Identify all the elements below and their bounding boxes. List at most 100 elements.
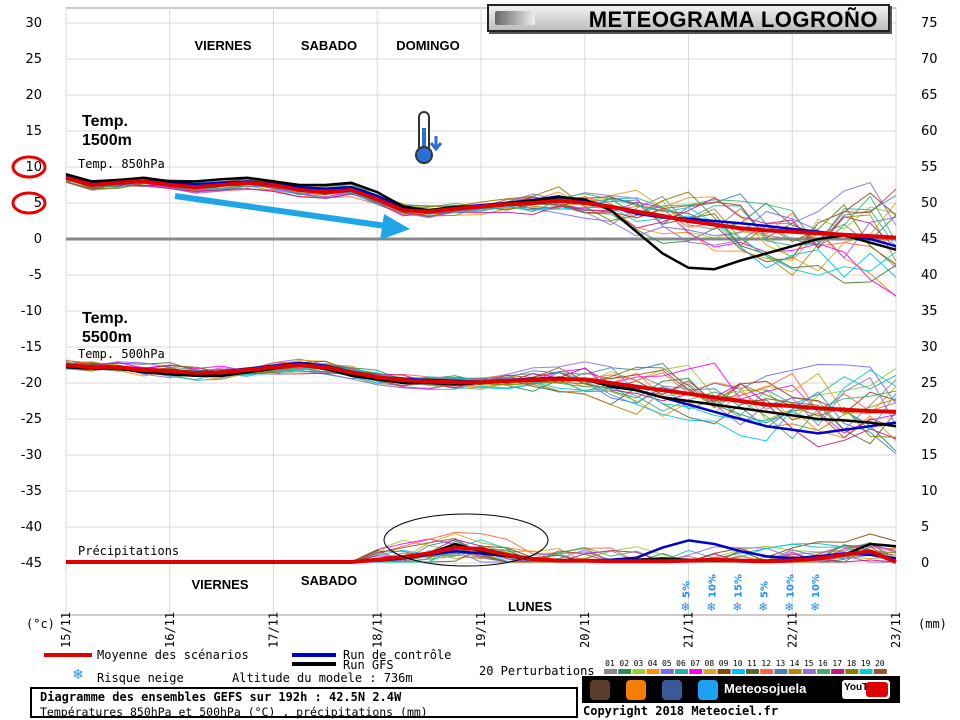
level-annotation: Temp. xyxy=(82,310,128,327)
y-tick-right: 60 xyxy=(921,124,938,139)
legend-altitude: Altitude du modele : 736m xyxy=(232,671,413,685)
member-color-swatch xyxy=(618,669,632,674)
snowflake-icon: ❄ xyxy=(680,600,690,614)
y-tick-right: 30 xyxy=(921,340,938,355)
legend-snow-label: Risque neige xyxy=(97,671,184,685)
snow-risk-label: 10% xyxy=(785,574,796,598)
day-label-bottom: SABADO xyxy=(301,573,357,588)
level-annotation: 1500m xyxy=(82,132,132,149)
y-tick-right: 45 xyxy=(921,232,938,247)
member-number: 06 xyxy=(676,659,686,668)
x-tick-label: 22/11 xyxy=(785,612,799,648)
member-color-swatch xyxy=(831,669,845,674)
twitter-icon[interactable] xyxy=(698,680,718,700)
y-tick-left: -25 xyxy=(21,412,42,427)
y-tick-right: 55 xyxy=(921,160,938,175)
y-tick-right: 75 xyxy=(921,16,938,31)
member-color-swatch xyxy=(859,669,873,674)
member-color-swatch xyxy=(845,669,859,674)
x-tick-label: 18/11 xyxy=(370,612,384,648)
highlight-circle-5 xyxy=(11,191,47,215)
member-color-swatch xyxy=(746,669,759,674)
y-tick-left: 25 xyxy=(25,52,42,67)
member-number: 15 xyxy=(804,659,814,668)
snow-risk-label: 15% xyxy=(733,574,744,598)
y-tick-right: 0 xyxy=(921,556,929,571)
y-tick-left: -15 xyxy=(21,340,42,355)
member-color-swatch xyxy=(802,669,816,674)
day-label-top: SABADO xyxy=(301,38,357,53)
y-tick-left: 30 xyxy=(25,16,42,31)
y-tick-left: -10 xyxy=(21,304,42,319)
snow-risk-label: 10% xyxy=(707,574,718,598)
chart-caption-box: Diagramme des ensembles GEFS sur 192h : … xyxy=(30,687,578,719)
day-label-top: VIERNES xyxy=(194,38,251,53)
youtube-play-icon xyxy=(866,682,888,697)
precip-mean-line xyxy=(66,545,897,564)
day-label-bottom: VIERNES xyxy=(191,577,248,592)
member-color-swatch xyxy=(675,669,688,674)
panel-label-t500: Temp. 500hPa xyxy=(78,347,165,361)
snowflake-icon: ❄ xyxy=(758,600,768,614)
y-tick-left: -35 xyxy=(21,484,42,499)
thermometer-bulb xyxy=(415,146,433,164)
member-number: 02 xyxy=(619,659,629,668)
trend-arrow-head xyxy=(380,214,410,240)
legend-control-label: Run de contrôle xyxy=(343,648,451,662)
camera-icon[interactable] xyxy=(590,680,610,700)
member-number: 19 xyxy=(861,659,871,668)
member-number: 13 xyxy=(776,659,786,668)
y-tick-left: 10 xyxy=(25,160,42,175)
member-number: 01 xyxy=(605,659,615,668)
y-tick-right: 35 xyxy=(921,304,938,319)
chart-title: METEOGRAMA LOGROÑO xyxy=(588,7,878,32)
day-label-bottom: LUNES xyxy=(508,599,552,614)
y-tick-left: 5 xyxy=(34,196,42,211)
y-tick-left: -20 xyxy=(21,376,42,391)
member-number: 04 xyxy=(648,659,658,668)
member-color-swatch xyxy=(873,669,887,674)
t850-mean-line xyxy=(65,175,897,240)
member-color-swatch xyxy=(774,669,788,674)
y-tick-left: -30 xyxy=(21,448,42,463)
y-tick-left: 20 xyxy=(25,88,42,103)
trend-arrow xyxy=(174,193,387,229)
caption-line-1: Diagramme des ensembles GEFS sur 192h : … xyxy=(40,690,402,704)
member-color-swatch xyxy=(817,669,830,674)
member-color-swatch xyxy=(760,669,774,674)
y-tick-right: 5 xyxy=(921,520,929,535)
legend-gfs-label: Run GFS xyxy=(343,658,394,672)
highlight-circle-10 xyxy=(11,155,47,179)
level-annotation: 5500m xyxy=(82,329,132,346)
member-color-swatch xyxy=(660,669,674,674)
title-banner: METEOGRAMA LOGROÑO xyxy=(487,4,890,32)
y-tick-right: 70 xyxy=(921,52,938,67)
y-tick-right: 15 xyxy=(921,448,938,463)
member-number: 03 xyxy=(634,659,644,668)
member-color-swatch xyxy=(731,669,745,674)
caption-line-2: Températures 850hPa et 500hPa (°C) , pré… xyxy=(40,705,428,719)
member-number: 10 xyxy=(733,659,743,668)
facebook-icon[interactable] xyxy=(662,680,682,700)
member-number: 07 xyxy=(690,659,700,668)
member-number: 12 xyxy=(761,659,771,668)
snow-risk-label: 5% xyxy=(682,581,693,598)
y-tick-right: 50 xyxy=(921,196,938,211)
member-color-swatch xyxy=(788,669,802,674)
blogger-icon[interactable] xyxy=(626,680,646,700)
member-number: 11 xyxy=(747,659,757,668)
title-decoration xyxy=(495,11,535,25)
y-tick-right: 10 xyxy=(921,484,938,499)
thermometer-mercury xyxy=(422,128,426,152)
ensemble-member-line xyxy=(65,177,897,249)
legend-mean-label: Moyenne des scénarios xyxy=(97,648,249,662)
x-tick-label: 17/11 xyxy=(267,612,281,648)
y-unit-left: (°c) xyxy=(26,617,55,631)
y-tick-left: 0 xyxy=(34,232,42,247)
y-tick-right: 20 xyxy=(921,412,938,427)
youtube-icon[interactable]: YouTube xyxy=(842,680,890,699)
social-bar: Meteosojuela YouTube xyxy=(582,676,900,703)
down-arrow-icon xyxy=(429,136,443,152)
y-tick-right: 65 xyxy=(921,88,938,103)
level-annotation: Temp. xyxy=(82,113,128,130)
